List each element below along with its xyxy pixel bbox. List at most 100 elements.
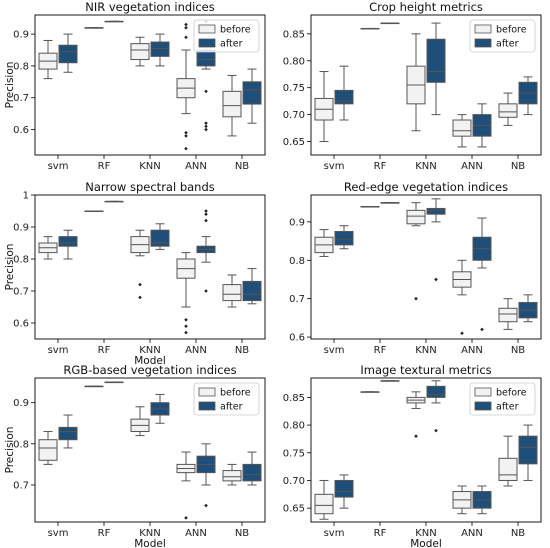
legend-swatch-before bbox=[474, 387, 492, 397]
outlier-point bbox=[204, 503, 208, 508]
x-tick-label: ANN bbox=[185, 161, 207, 172]
box-before-KNN bbox=[130, 229, 150, 300]
y-tick-label: 0.80 bbox=[283, 56, 305, 67]
chart-title: Narrow spectral bands bbox=[85, 180, 215, 194]
y-tick-label: 0.85 bbox=[283, 29, 305, 40]
box-after-ANN bbox=[196, 19, 216, 132]
box-body bbox=[242, 81, 262, 105]
legend-label-before: before bbox=[220, 25, 251, 36]
box-after-KNN bbox=[426, 22, 446, 116]
y-tick-label: 0.85 bbox=[283, 393, 305, 404]
x-tick-label: ANN bbox=[185, 528, 207, 539]
x-tick-label: KNN bbox=[139, 161, 161, 172]
outlier-point bbox=[204, 124, 208, 129]
outlier-point bbox=[184, 318, 188, 322]
outlier-point bbox=[184, 146, 188, 151]
y-tick-label: 0.65 bbox=[283, 504, 305, 515]
box-body bbox=[406, 209, 426, 225]
box-before-ANN bbox=[452, 114, 472, 148]
box-before-NB bbox=[222, 274, 242, 308]
box-body bbox=[518, 435, 538, 465]
legend-label-after: after bbox=[496, 39, 519, 50]
box-after-ANN bbox=[196, 443, 216, 508]
box-before-svm bbox=[314, 479, 334, 520]
y-tick-label: 0.9 bbox=[13, 398, 29, 409]
chart-panel-1: NIR vegetation indices 0.6 0.7 0.8 0.9 svm RF K… bbox=[4, 0, 266, 172]
plot-frame bbox=[34, 377, 266, 523]
box-before-RF bbox=[84, 27, 104, 29]
chart-panel-2: Crop height metrics 0.65 0.70 0.75 0.80 0.85 s… bbox=[283, 0, 542, 172]
y-tick-label: 0.75 bbox=[283, 448, 305, 459]
box-body bbox=[150, 41, 170, 57]
box-body bbox=[498, 457, 518, 481]
box-after-NB bbox=[242, 68, 262, 124]
x-tick-label: RF bbox=[98, 161, 111, 172]
chart-panel-6: Image textural metrics 0.65 0.70 0.75 0.80 0.… bbox=[283, 363, 542, 548]
legend-swatch-before bbox=[198, 24, 216, 34]
box-after-ANN bbox=[196, 209, 216, 293]
box-before-ANN bbox=[176, 22, 196, 151]
box-before-KNN bbox=[406, 202, 426, 301]
outlier-point bbox=[204, 212, 208, 216]
box-before-svm bbox=[38, 236, 58, 260]
box-before-KNN bbox=[130, 36, 150, 67]
box-after-KNN bbox=[426, 198, 446, 282]
y-tick-label: 0.9 bbox=[289, 217, 305, 228]
y-axis-label: Precision bbox=[4, 244, 16, 291]
box-before-NB bbox=[222, 463, 242, 486]
outlier-point bbox=[460, 331, 464, 336]
x-axis-label: Model bbox=[410, 538, 442, 548]
box-after-RF bbox=[380, 22, 400, 25]
x-axis-label: Model bbox=[134, 538, 166, 548]
box-body bbox=[242, 463, 262, 482]
outlier-point bbox=[204, 121, 208, 125]
box-before-RF bbox=[84, 385, 104, 388]
x-tick-label: KNN bbox=[415, 161, 437, 172]
x-tick-label: KNN bbox=[415, 528, 437, 539]
y-axis-label: Precision bbox=[4, 427, 16, 474]
x-tick-label: ANN bbox=[461, 528, 483, 539]
box-before-ANN bbox=[176, 252, 196, 335]
box-after-RF bbox=[104, 381, 124, 384]
legend-swatch-before bbox=[198, 387, 216, 397]
y-tick-label: 0.80 bbox=[283, 421, 305, 432]
legend: before after bbox=[193, 19, 260, 53]
x-tick-label: RF bbox=[374, 528, 387, 539]
x-tick-label: NB bbox=[511, 345, 525, 356]
x-tick-label: svm bbox=[324, 345, 345, 356]
y-tick-label: 0.70 bbox=[283, 110, 305, 121]
chart-panel-5: RGB-based vegetation indices 0.7 0.8 0.9 svm… bbox=[4, 363, 266, 548]
x-tick-label: ANN bbox=[185, 345, 207, 356]
box-body bbox=[222, 470, 242, 482]
box-after-RF bbox=[380, 380, 400, 382]
plot-frame bbox=[34, 14, 266, 156]
box-before-NB bbox=[498, 92, 518, 126]
chart-title: NIR vegetation indices bbox=[85, 0, 215, 14]
box-after-NB bbox=[242, 268, 262, 305]
x-tick-label: NB bbox=[235, 528, 249, 539]
y-tick-label: 0.9 bbox=[13, 223, 29, 234]
box-after-KNN bbox=[150, 223, 170, 250]
legend-swatch-after bbox=[474, 38, 492, 48]
box-before-KNN bbox=[406, 33, 426, 132]
box-body bbox=[58, 236, 78, 247]
box-after-svm bbox=[334, 474, 354, 509]
box-after-NB bbox=[518, 294, 538, 323]
x-tick-label: svm bbox=[48, 345, 69, 356]
box-after-ANN bbox=[472, 103, 492, 148]
y-tick-label: 0.9 bbox=[13, 30, 29, 41]
outlier-point bbox=[480, 327, 484, 332]
legend-label-after: after bbox=[220, 39, 243, 50]
x-tick-label: NB bbox=[511, 528, 525, 539]
outlier-point bbox=[184, 22, 188, 27]
y-tick-label: 0.7 bbox=[13, 480, 29, 491]
box-before-RF bbox=[360, 27, 380, 30]
x-tick-label: RF bbox=[374, 345, 387, 356]
outlier-point bbox=[204, 89, 208, 94]
box-before-RF bbox=[84, 210, 104, 212]
legend-swatch-after bbox=[474, 401, 492, 411]
legend-label-before: before bbox=[496, 25, 527, 36]
box-after-ANN bbox=[472, 217, 492, 332]
x-axis-label: Model bbox=[134, 355, 166, 367]
